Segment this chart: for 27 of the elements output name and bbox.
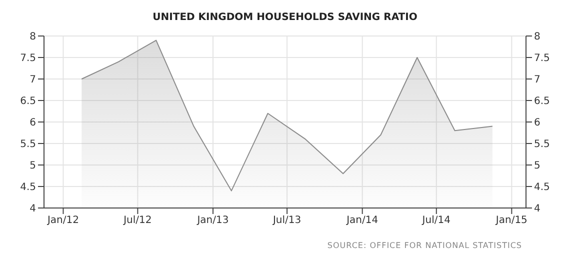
y-tick-label: 6.5 bbox=[20, 96, 36, 108]
y-tick-label: 6 bbox=[30, 118, 36, 129]
x-tick-label: Jan/12 bbox=[46, 215, 79, 226]
y2-tick-label: 5 bbox=[534, 160, 540, 172]
y-tick-label: 8 bbox=[30, 32, 36, 43]
y-tick-label: 5.5 bbox=[20, 139, 36, 150]
source-note: SOURCE: OFFICE FOR NATIONAL STATISTICS bbox=[327, 241, 522, 250]
y-tick-label: 4.5 bbox=[20, 182, 36, 194]
y2-tick-label: 7 bbox=[534, 74, 540, 86]
y-tick-label: 7 bbox=[30, 74, 36, 86]
x-tick-label: Jan/14 bbox=[346, 215, 378, 226]
x-tick-label: Jan/13 bbox=[196, 215, 229, 226]
y2-tick-label: 6.5 bbox=[534, 96, 550, 108]
x-tick-label: Jul/14 bbox=[421, 215, 450, 226]
y2-tick-label: 7.5 bbox=[534, 53, 550, 64]
y-tick-label: 4 bbox=[30, 204, 36, 215]
y2-tick-label: 5.5 bbox=[534, 139, 550, 150]
y2-tick-label: 8 bbox=[534, 32, 540, 43]
y-tick-label: 5 bbox=[30, 160, 36, 172]
chart-title: UNITED KINGDOM HOUSEHOLDS SAVING RATIO bbox=[152, 11, 418, 25]
y-tick-label: 7.5 bbox=[20, 53, 36, 64]
x-tick-label: Jul/13 bbox=[272, 215, 302, 226]
y2-tick-label: 4.5 bbox=[534, 182, 550, 194]
y2-tick-label: 6 bbox=[534, 118, 540, 129]
y2-tick-label: 4 bbox=[534, 204, 540, 215]
x-tick-label: Jul/12 bbox=[122, 215, 152, 226]
x-tick-label: Jan/15 bbox=[494, 215, 528, 226]
